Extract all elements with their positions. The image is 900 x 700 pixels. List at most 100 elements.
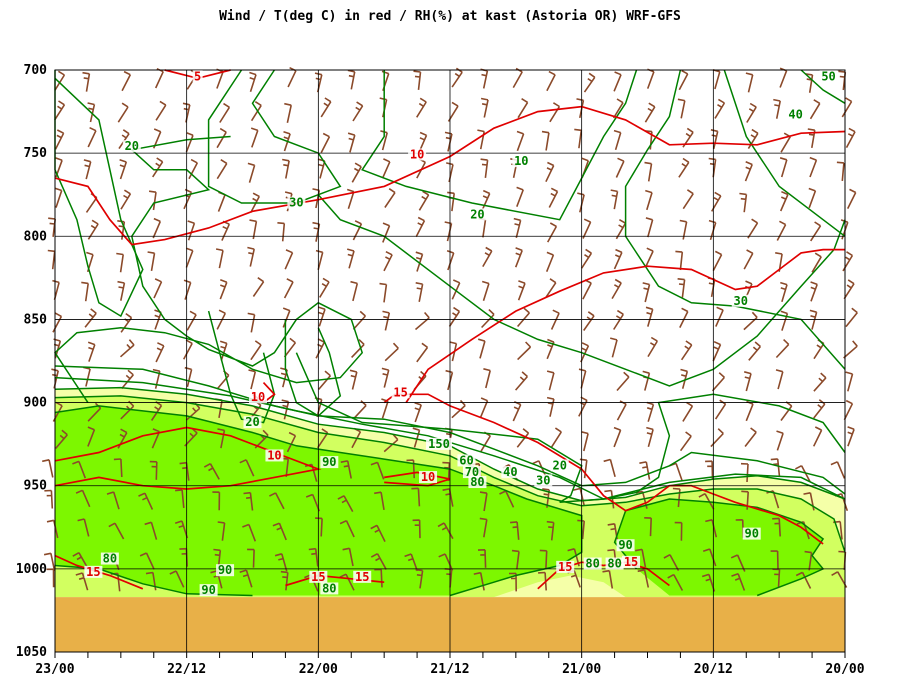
rh-contour — [624, 69, 846, 370]
wind-barb — [667, 573, 684, 591]
wind-barb — [379, 97, 388, 118]
wind-barb — [81, 281, 89, 302]
wind-barb — [138, 492, 154, 510]
wind-barb — [516, 130, 525, 152]
x-tick-label: 22/00 — [299, 662, 338, 677]
wind-barb — [578, 368, 587, 389]
wind-barb — [517, 280, 526, 301]
wind-barb — [517, 341, 532, 361]
wind-barb — [479, 517, 488, 538]
wind-barb — [320, 132, 331, 154]
wind-barb — [287, 66, 297, 88]
wind-barb — [437, 522, 454, 540]
rh-contour-label-bg — [616, 539, 635, 552]
wind-barb — [499, 490, 515, 508]
wind-barb — [374, 491, 385, 511]
wind-barb — [117, 102, 129, 123]
wind-barb — [239, 459, 255, 477]
temperature-contour-label-bg — [419, 471, 438, 484]
wind-barb — [281, 399, 290, 420]
wind-barb — [54, 129, 65, 150]
wind-barb — [48, 217, 56, 237]
temperature-contour-label: 15 — [393, 385, 407, 399]
temperature-contour-label-bg — [556, 560, 575, 573]
wind-barb — [635, 548, 647, 568]
rh-contour-label: 30 — [289, 196, 303, 210]
wind-barb — [384, 342, 399, 362]
wind-barb — [42, 459, 54, 478]
wind-barb — [615, 157, 625, 178]
wind-barb — [320, 97, 332, 118]
wind-barb — [282, 158, 290, 179]
wind-barb — [745, 72, 754, 93]
wind-barb — [549, 102, 561, 123]
wind-barb — [448, 306, 461, 327]
wind-barb — [416, 97, 427, 118]
rh-contour-label: 20 — [470, 207, 484, 221]
wind-barb — [775, 339, 790, 359]
wind-barb — [444, 221, 453, 242]
wind-barb — [516, 428, 530, 448]
wind-barb — [743, 371, 752, 392]
wind-barb — [83, 366, 91, 387]
wind-barb — [445, 369, 454, 391]
wind-barb — [418, 190, 430, 211]
wind-barb — [679, 431, 692, 452]
wind-barb — [541, 130, 550, 151]
wind-barb — [679, 307, 689, 328]
wind-barb — [583, 311, 595, 331]
wind-barb — [413, 70, 422, 90]
wind-barb — [813, 372, 827, 392]
wind-barb — [708, 157, 717, 178]
wind-barb — [121, 70, 132, 92]
wind-barb — [582, 218, 592, 239]
wind-barb — [217, 191, 226, 212]
wind-barb — [711, 372, 726, 392]
rh-contour-label-bg — [583, 557, 602, 570]
wind-barb — [663, 553, 680, 571]
wind-barb — [370, 524, 386, 542]
x-tick-label: 23/00 — [35, 662, 74, 677]
wind-barb — [216, 159, 228, 180]
wind-barb — [705, 519, 718, 538]
wind-barb — [308, 547, 319, 567]
wind-barb — [147, 251, 156, 272]
wind-barb — [579, 458, 588, 479]
rh-contour — [54, 365, 846, 495]
wind-barb — [154, 67, 164, 89]
wind-barb — [382, 310, 391, 331]
wind-barb — [845, 307, 858, 328]
wind-barb — [645, 189, 653, 211]
contour-labels-layer: 5040203010203020150607080403020909090809… — [84, 69, 838, 597]
temperature-contour — [383, 393, 824, 545]
wind-barb — [574, 128, 583, 149]
wind-barb — [383, 433, 399, 453]
rh-contour-label: 20 — [245, 415, 259, 429]
temperature-contour-label-bg — [391, 386, 410, 399]
wind-barb — [780, 401, 793, 421]
wind-barb — [846, 188, 857, 209]
wind-barb — [247, 312, 256, 333]
wind-barb — [250, 127, 259, 148]
wind-barb — [47, 249, 56, 270]
wind-barb — [480, 431, 491, 452]
wind-barb — [374, 568, 383, 588]
wind-barb — [247, 162, 256, 183]
wind-barb — [185, 247, 194, 268]
temperature-contour-label: 10 — [421, 470, 435, 484]
wind-barb — [710, 428, 724, 448]
wind-barb — [483, 368, 491, 389]
wind-barb — [319, 277, 330, 298]
wind-barb — [646, 426, 654, 448]
wind-barb — [712, 69, 721, 90]
rh-contour-label: 80 — [585, 557, 599, 571]
rh-contour-label: 40 — [503, 465, 517, 479]
wind-barb — [119, 339, 135, 358]
wind-barb — [616, 400, 627, 421]
wind-barb — [512, 67, 523, 88]
wind-barb — [481, 189, 491, 211]
temperature-contour-label-bg — [248, 391, 267, 404]
wind-barb — [188, 158, 199, 180]
wind-barb — [339, 573, 355, 591]
rh-contour-label: 10 — [514, 154, 528, 168]
